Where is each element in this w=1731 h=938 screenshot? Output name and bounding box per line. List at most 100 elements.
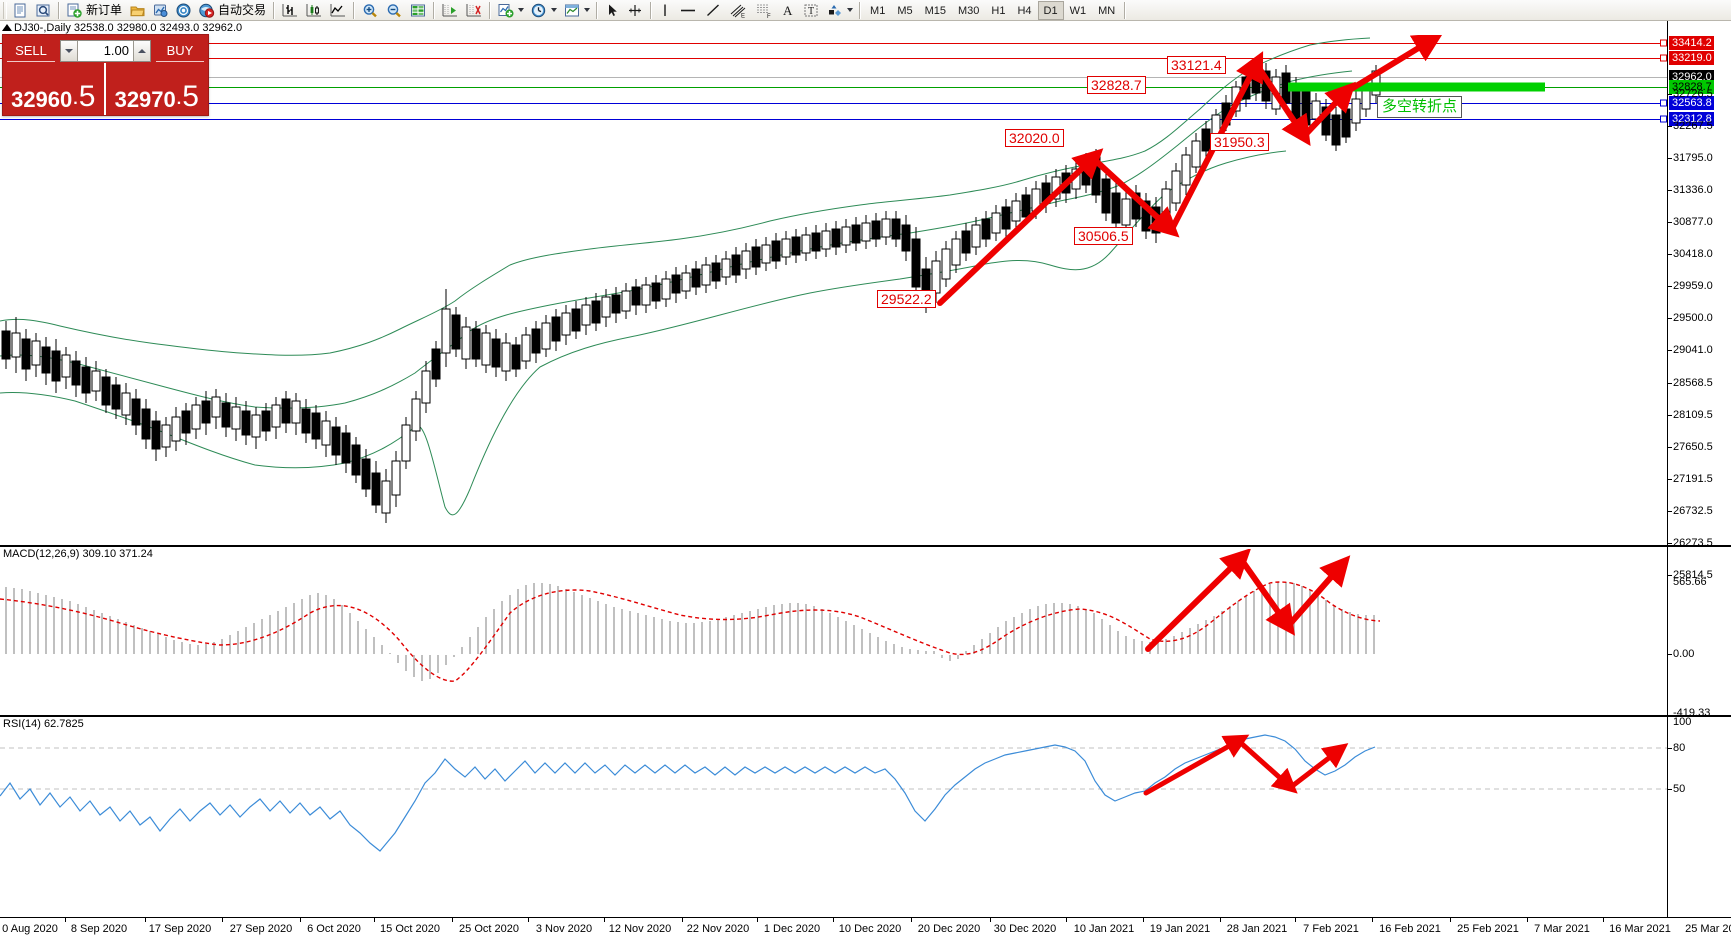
price-line-handle-32828[interactable]: [1371, 83, 1378, 91]
toolbar-grip[interactable]: [3, 1, 7, 19]
annotation-30506[interactable]: 30506.5: [1074, 227, 1133, 245]
profiles-button[interactable]: [32, 1, 55, 20]
buy-price[interactable]: 32970 . 5: [106, 63, 209, 115]
new-order-button[interactable]: 新订单: [63, 1, 126, 20]
toolbar-separator-3: [353, 1, 356, 19]
timeframe-mn[interactable]: MN: [1098, 4, 1116, 17]
buy-price-integer: 32970: [114, 87, 176, 112]
price-line-33219[interactable]: [0, 58, 1667, 59]
auto-trading-button[interactable]: 自动交易: [195, 1, 270, 20]
sell-button[interactable]: SELL: [7, 40, 55, 62]
oct-top-row: SELL 1.00 BUY: [3, 35, 208, 63]
timeframe-m30[interactable]: M30: [958, 4, 980, 17]
x-tickmark-15: [1220, 918, 1221, 922]
text-box-button[interactable]: T: [799, 1, 823, 20]
timeframe-m5[interactable]: M5: [897, 4, 913, 17]
annotation-32828[interactable]: 32828.7: [1087, 76, 1146, 94]
rsi-pane-separator: [0, 715, 1731, 717]
one-click-trading-panel[interactable]: SELL 1.00 BUY 32960 . 5: [2, 34, 209, 116]
x-tickmark-12: [990, 918, 991, 922]
chevron-down-icon-4[interactable]: [847, 8, 854, 12]
x-tickmark-18: [1450, 918, 1451, 922]
volume-stepper[interactable]: 1.00: [60, 39, 151, 62]
auto-scroll-button[interactable]: [438, 1, 462, 20]
new-chart-button[interactable]: [9, 1, 32, 20]
price-line-32312[interactable]: [0, 119, 1667, 120]
toolbar-separator-2: [273, 1, 276, 19]
mql5-community-button[interactable]: [126, 1, 149, 20]
data-window-button[interactable]: [406, 1, 430, 20]
annotation-31950[interactable]: 31950.3: [1210, 133, 1269, 151]
trendline-button[interactable]: [701, 1, 725, 20]
volume-decrease-button[interactable]: [61, 40, 78, 61]
time-axis[interactable]: 0 Aug 2020 8 Sep 2020 17 Sep 2020 27 Sep…: [0, 917, 1731, 938]
templates-button[interactable]: [560, 1, 593, 20]
toolbar-separator-9: [1124, 1, 1127, 19]
chevron-down-icon-3[interactable]: [584, 8, 591, 12]
timeframe-m15[interactable]: M15: [924, 4, 946, 17]
indicators-button[interactable]: [494, 1, 527, 20]
chevron-down-icon[interactable]: [518, 8, 525, 12]
chart-shift-button[interactable]: [462, 1, 486, 20]
magnifier-window-icon: [36, 4, 50, 16]
chart-collapse-icon[interactable]: [2, 24, 12, 31]
x-tick-15: 19 Jan 2021: [1149, 923, 1211, 935]
candlestick-chart-button[interactable]: [302, 1, 326, 20]
y-tick-0: 32726.5: [1673, 88, 1713, 100]
volume-increase-button[interactable]: [133, 40, 150, 61]
candle-chart-icon: [306, 3, 322, 16]
crosshair-button[interactable]: [623, 1, 647, 20]
periods-button[interactable]: [527, 1, 560, 20]
x-tickmark-11: [911, 918, 912, 922]
y-tick-13: 26732.5: [1673, 505, 1713, 517]
x-tickmark-5: [452, 918, 453, 922]
chart-canvas[interactable]: DJ30-,Daily 32538.0 32980.0 32493.0 3296…: [0, 21, 1731, 938]
price-line-handle-32312[interactable]: [1660, 115, 1667, 123]
document-icon: [14, 3, 26, 17]
text-label-button[interactable]: A: [777, 1, 799, 20]
y-tick-11: 27650.5: [1673, 441, 1713, 453]
timeframe-h1[interactable]: H1: [991, 4, 1006, 17]
annotation-32020[interactable]: 32020.0: [1005, 129, 1064, 147]
macd-indicator-title: MACD(12,26,9) 309.10 371.24: [3, 548, 153, 560]
price-line-handle-33414[interactable]: [1660, 39, 1667, 47]
timeframe-m1[interactable]: M1: [870, 4, 886, 17]
clock-icon: [531, 3, 546, 17]
y-tickmark-4: [1667, 222, 1672, 223]
line-chart-button[interactable]: [326, 1, 350, 20]
market-watch-button[interactable]: [172, 1, 195, 20]
chevron-down-icon-2[interactable]: [551, 8, 558, 12]
y-tick-2: 31795.0: [1673, 152, 1713, 164]
price-line-33414[interactable]: [0, 43, 1667, 44]
timeframe-w1[interactable]: W1: [1069, 4, 1087, 17]
cursor-button[interactable]: [601, 1, 623, 20]
sell-price[interactable]: 32960 . 5: [3, 63, 106, 115]
signals-button[interactable]: [149, 1, 172, 20]
horizontal-line-button[interactable]: [675, 1, 701, 20]
price-line-handle-33219[interactable]: [1660, 54, 1667, 62]
svg-text:F: F: [767, 14, 771, 19]
volume-input[interactable]: 1.00: [78, 40, 133, 61]
x-tick-16: 28 Jan 2021: [1226, 923, 1288, 935]
price-line-handle-32563[interactable]: [1660, 99, 1667, 107]
annotation-33121[interactable]: 33121.4: [1167, 56, 1226, 74]
y-tick-8: 29041.0: [1673, 344, 1713, 356]
annotation-chinese-note[interactable]: 多空转折点: [1377, 96, 1463, 118]
zoom-out-button[interactable]: [382, 1, 406, 20]
fibonacci-button[interactable]: F: [751, 1, 777, 20]
auto-trading-label: 自动交易: [218, 2, 267, 17]
x-tickmark-17: [1372, 918, 1373, 922]
x-tickmark-19: [1527, 918, 1528, 922]
bar-chart-button[interactable]: [278, 1, 302, 20]
equidistant-channel-button[interactable]: E: [725, 1, 751, 20]
zoom-in-button[interactable]: [358, 1, 382, 20]
buy-button[interactable]: BUY: [156, 40, 204, 62]
objects-list-button[interactable]: [823, 1, 856, 20]
sell-price-separator: .: [73, 91, 78, 108]
y-tickmark-1: [1667, 126, 1672, 127]
annotation-29522[interactable]: 29522.2: [877, 290, 936, 308]
vertical-line-button[interactable]: [655, 1, 675, 20]
timeframe-d1[interactable]: D1: [1037, 0, 1064, 20]
price-line-32828[interactable]: [0, 87, 1667, 88]
timeframe-h4[interactable]: H4: [1017, 4, 1032, 17]
